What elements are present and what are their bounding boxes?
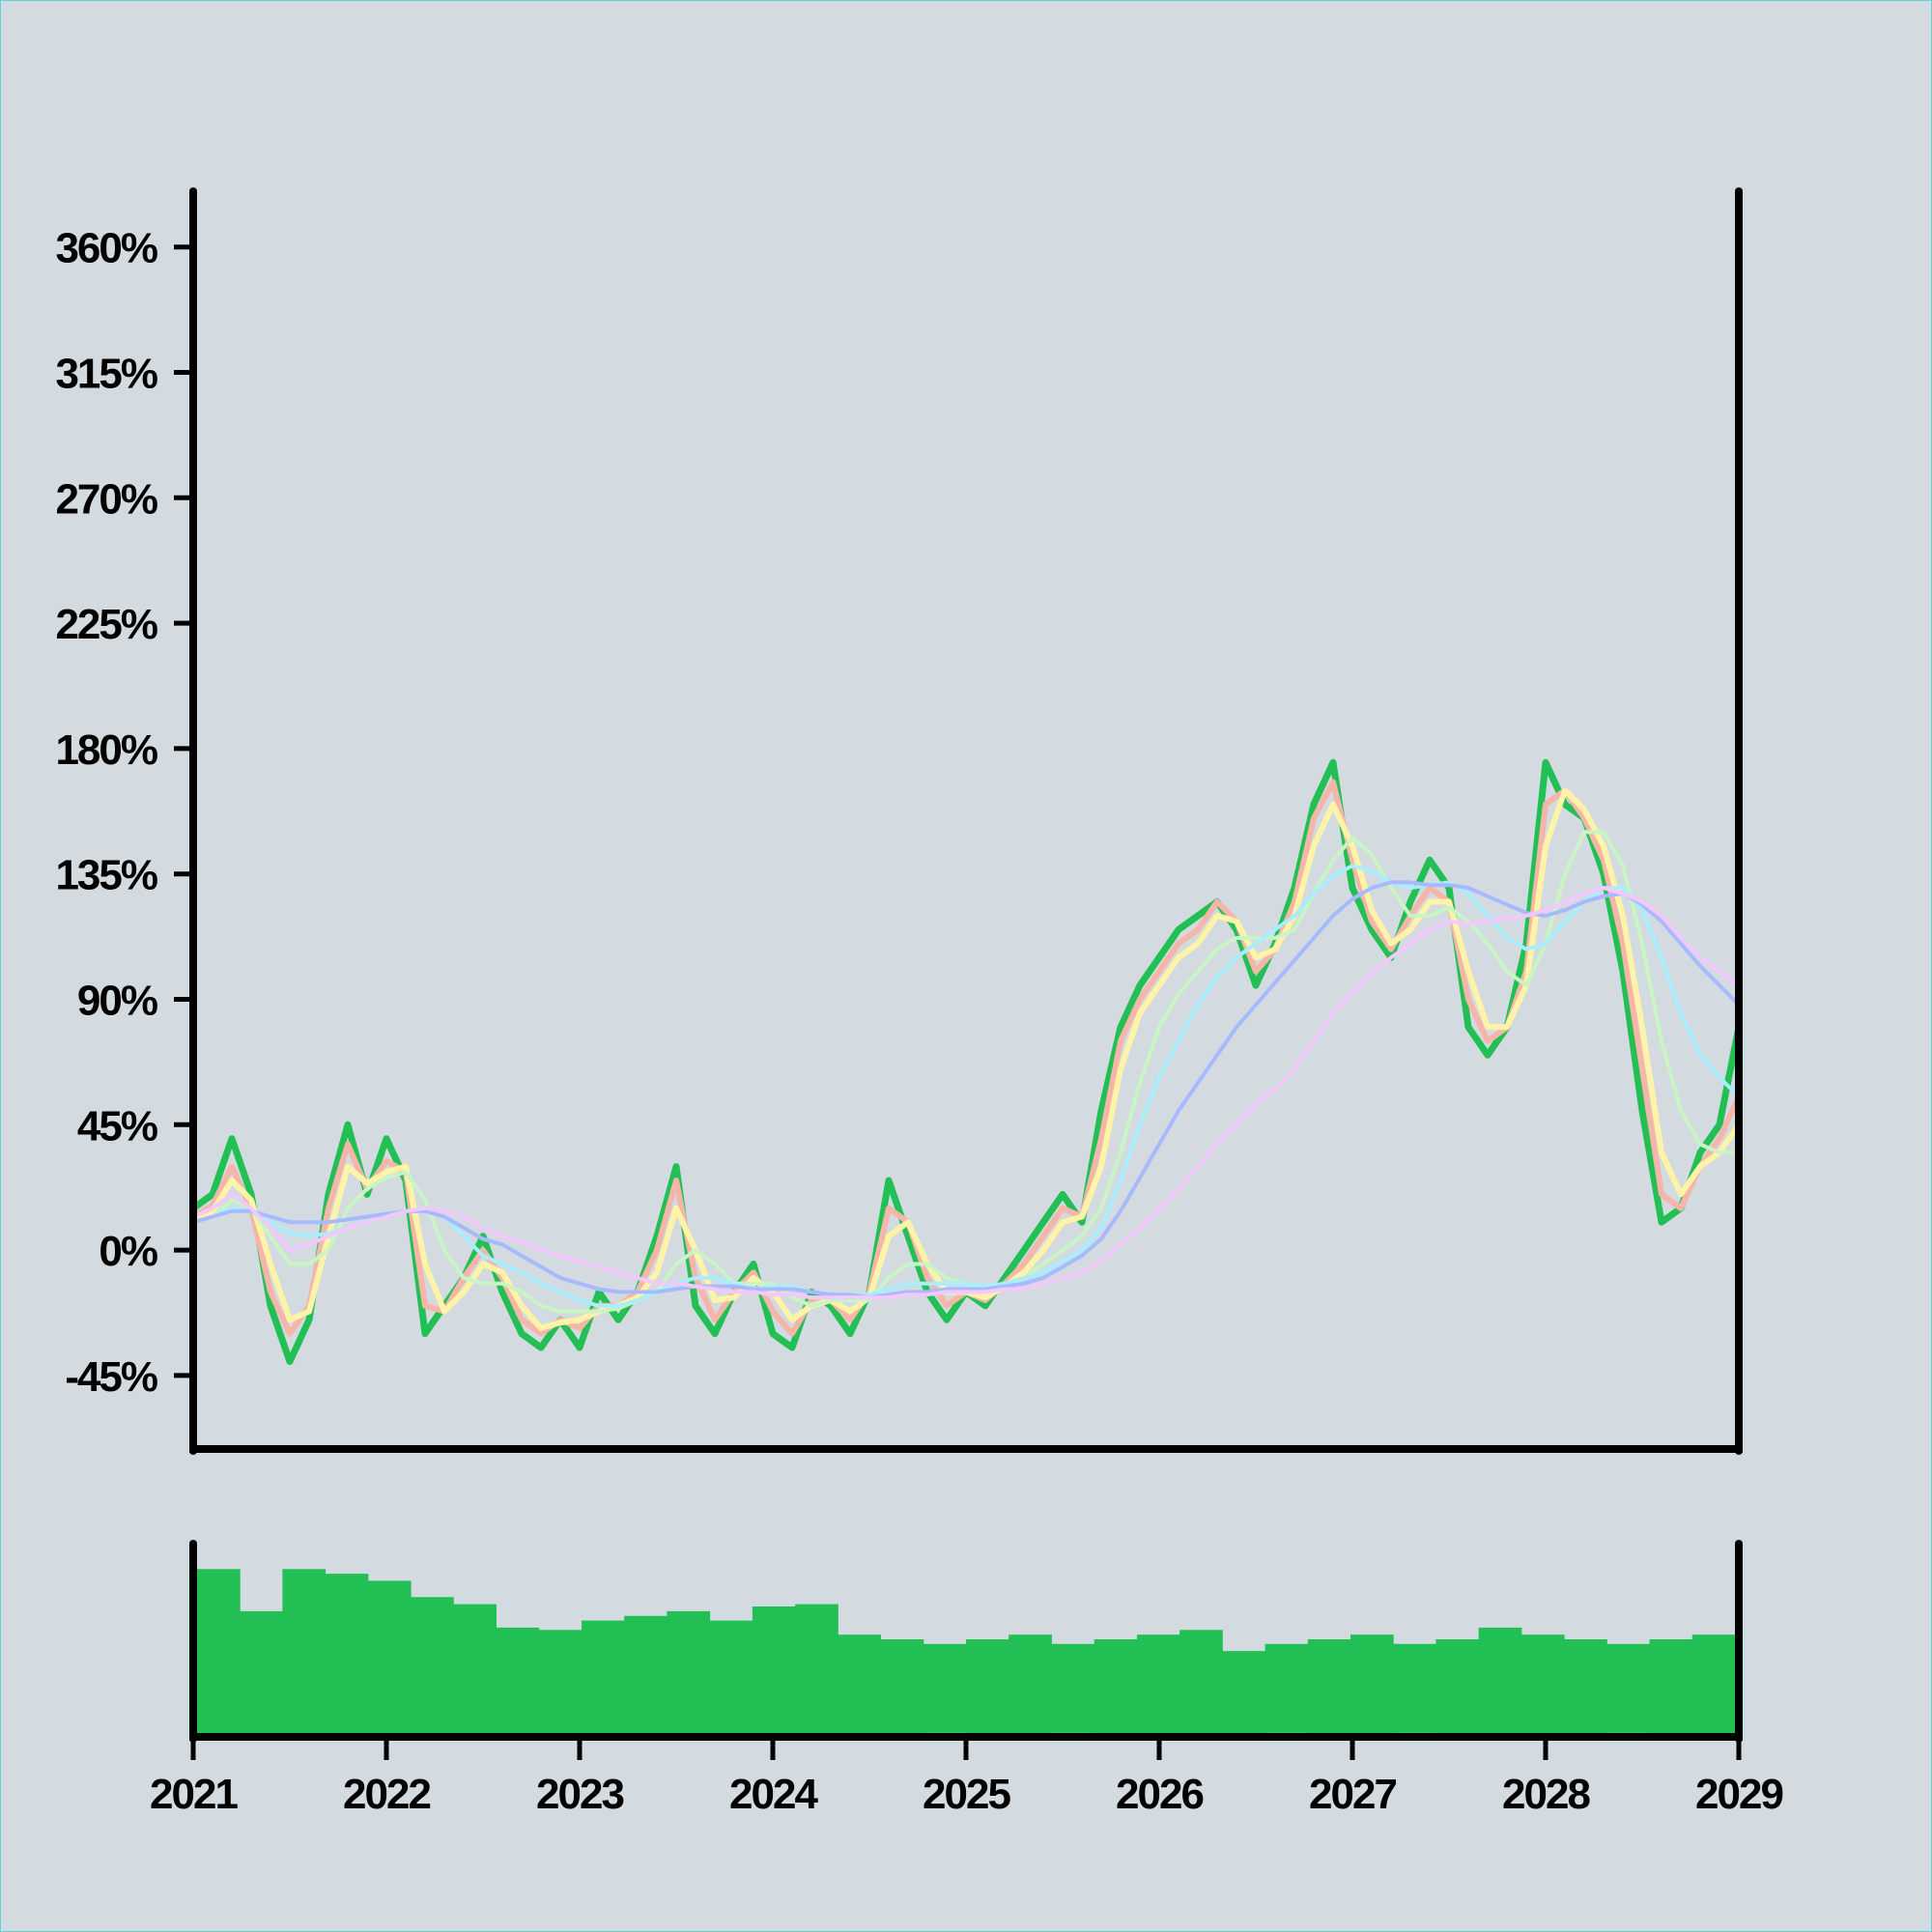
x-tick-label: 2027 <box>1309 1771 1396 1818</box>
volume-bar <box>240 1610 283 1733</box>
volume-bar <box>1478 1627 1522 1733</box>
y-tick-label: 315% <box>55 350 156 397</box>
y-ticks: -45% 0% 45% 90% 135% 180% 225% 270% 315% 360% <box>55 225 193 1401</box>
volume-bar <box>1520 1634 1565 1734</box>
volume-bar <box>838 1634 881 1734</box>
y-tick-label: 225% <box>55 601 156 648</box>
x-tick-label: 2023 <box>536 1771 623 1818</box>
volume-bar <box>1393 1643 1436 1733</box>
y-tick-label: 180% <box>55 726 156 774</box>
x-ticks: 2021 2022 2023 2024 2025 2026 2027 2028 2029 <box>150 1739 1784 1818</box>
y-tick-label: -45% <box>65 1353 157 1401</box>
moving-average-line-6 <box>191 886 1741 1300</box>
moving-average-line-2 <box>190 787 1742 1331</box>
volume-bar <box>1264 1643 1309 1733</box>
volume-bar <box>582 1620 625 1733</box>
volume-bar <box>1051 1643 1095 1733</box>
volume-bar <box>1606 1643 1650 1733</box>
volume-bar <box>1435 1639 1480 1733</box>
volume-bar <box>411 1597 454 1733</box>
volume-bar <box>367 1580 412 1733</box>
volume-bar <box>966 1639 1009 1733</box>
x-tick-label: 2025 <box>923 1771 1010 1818</box>
volume-bar <box>496 1627 540 1733</box>
x-tick-label: 2028 <box>1502 1771 1590 1818</box>
y-tick-label: 270% <box>55 475 156 523</box>
moving-average-line-4 <box>191 864 1741 1308</box>
volume-bar <box>538 1630 582 1733</box>
x-tick-label: 2021 <box>150 1771 238 1818</box>
axes <box>189 187 1743 1743</box>
volume-bar <box>197 1569 241 1734</box>
volume-bar <box>624 1615 668 1734</box>
series-lines <box>189 758 1743 1365</box>
volume-bar <box>1222 1651 1265 1733</box>
volume-bar <box>795 1604 838 1733</box>
volume-bar <box>1136 1634 1180 1734</box>
volume-bar <box>1094 1639 1138 1733</box>
volume-bars <box>197 1569 1736 1734</box>
moving-average-line-5 <box>191 880 1741 1300</box>
volume-bar <box>1307 1639 1351 1733</box>
y-tick-label: 0% <box>99 1228 156 1275</box>
y-tick-label: 90% <box>77 977 157 1024</box>
volume-bar <box>453 1604 497 1733</box>
volume-bar <box>752 1606 796 1733</box>
volume-bar <box>1350 1634 1394 1734</box>
volume-bar <box>282 1569 327 1734</box>
y-tick-label: 135% <box>55 852 156 899</box>
x-tick-label: 2029 <box>1695 1771 1782 1818</box>
y-tick-label: 45% <box>77 1102 157 1150</box>
volume-bar <box>709 1620 753 1733</box>
volume-bar <box>1649 1639 1693 1733</box>
volume-bar <box>325 1574 369 1733</box>
x-tick-label: 2024 <box>729 1771 818 1818</box>
volume-bar <box>1179 1630 1223 1733</box>
y-tick-label: 360% <box>55 225 156 272</box>
x-tick-label: 2026 <box>1116 1771 1203 1818</box>
volume-bar <box>667 1610 711 1733</box>
volume-bar <box>923 1643 967 1733</box>
volume-bar <box>1009 1634 1052 1734</box>
volume-bar <box>880 1639 924 1733</box>
price-line <box>189 758 1743 1365</box>
volume-bar <box>1564 1639 1607 1733</box>
volume-bar <box>1691 1634 1736 1734</box>
x-tick-label: 2022 <box>343 1771 430 1818</box>
